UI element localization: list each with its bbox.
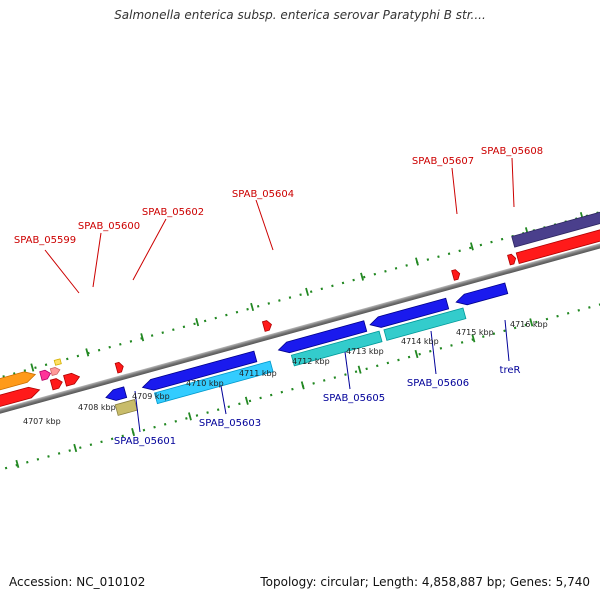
gene-arrow-forward — [451, 269, 461, 281]
gene-label-reverse: SPAB_05605 — [323, 393, 385, 404]
gene-arrow-reverse — [369, 297, 450, 328]
gene-leader-line — [134, 390, 141, 433]
forward-scale-rail-major-tick — [470, 242, 474, 251]
scale-label: 4715 kbp — [456, 328, 494, 337]
gene-arrow-reverse — [383, 307, 467, 341]
organism-title: Salmonella enterica subsp. enterica sero… — [114, 8, 486, 22]
gene-arrow-forward — [49, 378, 63, 391]
genome-summary: Topology: circular; Length: 4,858,887 bp… — [260, 575, 590, 589]
gene-arrow-forward — [515, 215, 600, 264]
gene-leader-line — [504, 319, 510, 362]
scale-label: 4714 kbp — [401, 337, 439, 346]
gene-arrow-forward — [39, 369, 52, 381]
gene-arrow-forward — [53, 358, 62, 366]
scale-label: 4711 kbp — [239, 369, 277, 378]
reverse-scale-rail-major-tick — [131, 427, 136, 437]
gene-arrow-reverse — [114, 399, 138, 416]
gene-label-forward: SPAB_05602 — [142, 207, 204, 218]
scale-label: 4713 kbp — [346, 347, 384, 356]
gene-arrow-reverse — [455, 282, 509, 306]
gene-arrow-forward — [114, 361, 124, 374]
gene-label-reverse: SPAB_05601 — [114, 436, 176, 447]
gene-leader-line — [344, 351, 351, 390]
gene-label-forward: SPAB_05600 — [78, 221, 140, 232]
gene-arrow-reverse — [153, 360, 274, 405]
gene-arrow-forward — [261, 320, 272, 332]
forward-scale-rail-major-tick — [85, 348, 90, 357]
gene-label-forward: SPAB_05604 — [232, 189, 294, 200]
reverse-scale-rail-major-tick — [414, 349, 419, 359]
reverse-scale-rail-major-tick — [188, 412, 192, 421]
forward-scale-rail-major-tick — [250, 302, 255, 312]
gene-leader-line — [44, 249, 80, 294]
scale-label: 4708 kbp — [78, 403, 116, 412]
scale-label: 4709 kbp — [132, 392, 170, 401]
forward-scale-rail-major-tick — [140, 333, 145, 342]
forward-scale-rail-major-tick — [415, 257, 419, 266]
gene-arrow-forward — [49, 367, 61, 377]
gene-arrow-reverse — [277, 320, 368, 354]
reverse-scale-rail-major-tick — [244, 396, 249, 405]
scale-label: 4710 kbp — [186, 379, 224, 388]
reverse-scale-rail-major-tick — [15, 459, 20, 469]
gene-arrow-forward — [511, 198, 600, 248]
gene-leader-line — [255, 199, 274, 251]
gene-label-reverse: SPAB_05603 — [199, 418, 261, 429]
forward-scale-rail-major-tick — [195, 318, 200, 327]
gene-leader-line — [451, 167, 458, 215]
gene-label-forward: SPAB_05607 — [412, 156, 474, 167]
reverse-scale-rail — [0, 260, 600, 502]
gene-arrow-forward — [507, 253, 517, 266]
gene-arrow-forward — [0, 371, 37, 419]
gene-leader-line — [511, 157, 515, 208]
scale-label: 4716 kbp — [510, 320, 548, 329]
gene-label-forward: SPAB_05608 — [481, 146, 543, 157]
gene-arrow-reverse — [105, 386, 128, 401]
gene-leader-line — [220, 385, 227, 415]
gene-label-forward: SPAB_05599 — [14, 235, 76, 246]
reverse-scale-rail-major-tick — [471, 334, 476, 343]
genome-backbone — [0, 204, 600, 449]
forward-scale-rail — [0, 174, 600, 416]
reverse-scale-rail-major-tick — [73, 443, 78, 453]
accession-label: Accession: NC_010102 — [9, 575, 146, 589]
scale-label: 4712 kbp — [292, 357, 330, 366]
gene-label-reverse: SPAB_05606 — [407, 378, 469, 389]
gene-arrow-forward — [0, 386, 41, 435]
reverse-scale-rail-major-tick — [529, 318, 534, 327]
gene-arrow-forward — [63, 372, 81, 387]
scale-label: 4707 kbp — [23, 417, 61, 426]
gene-label-reverse: treR — [500, 365, 521, 376]
reverse-scale-rail-major-tick — [300, 381, 305, 390]
gene-arrow-reverse — [290, 330, 383, 367]
gene-leader-line — [132, 218, 167, 281]
forward-scale-rail-major-tick — [360, 272, 364, 281]
gene-leader-line — [430, 330, 437, 375]
forward-scale-rail-major-tick — [30, 363, 35, 372]
gene-leader-line — [92, 232, 102, 288]
reverse-scale-rail-major-tick — [357, 365, 362, 374]
gene-arrow-reverse — [141, 350, 258, 391]
forward-scale-rail-major-tick — [305, 287, 310, 296]
